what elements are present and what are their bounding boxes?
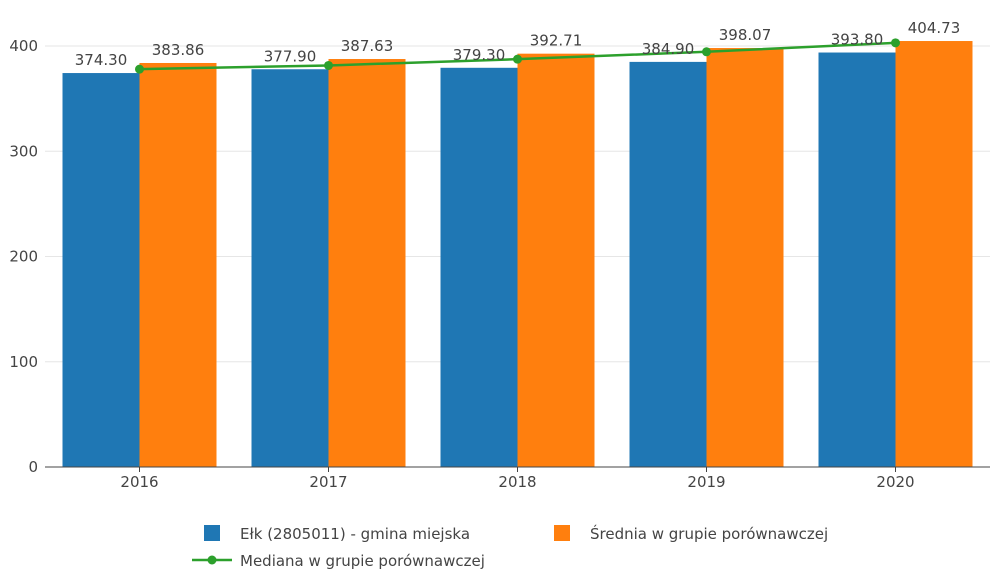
x-tick-label-2018: 2018 xyxy=(498,473,536,491)
legend: Ełk (2805011) - gmina miejska Średnia w g… xyxy=(192,524,828,570)
y-tick-label-400: 400 xyxy=(9,37,38,55)
bars xyxy=(62,41,973,468)
bar-srednia-2016 xyxy=(139,62,217,467)
median-point-2016 xyxy=(135,64,144,74)
median-line xyxy=(135,38,900,74)
bar-elk-2016 xyxy=(62,73,140,467)
data-label-elk-2019: 384.90 xyxy=(642,40,695,58)
y-tick-label-200: 200 xyxy=(9,248,38,266)
bar-srednia-2018 xyxy=(517,53,595,467)
median-point-2017 xyxy=(324,60,333,70)
y-axis: 0 100 200 300 400 xyxy=(9,37,38,476)
x-tick-label-2019: 2019 xyxy=(687,473,725,491)
bar-srednia-2019 xyxy=(706,48,784,468)
x-tick-label-2017: 2017 xyxy=(309,473,347,491)
data-label-srednia-2016: 383.86 xyxy=(152,41,205,59)
data-label-srednia-2019: 398.07 xyxy=(719,26,772,44)
legend-swatch-elk xyxy=(204,525,220,541)
data-label-srednia-2020: 404.73 xyxy=(908,19,961,37)
legend-label-mediana: Mediana w grupie porównawczej xyxy=(240,552,485,570)
x-axis: 2016 2017 2018 2019 2020 xyxy=(120,467,915,491)
data-labels: 374.30 383.86 377.90 387.63 379.30 392.71 384.… xyxy=(75,19,961,69)
x-tick-label-2016: 2016 xyxy=(120,473,158,491)
data-label-elk-2016: 374.30 xyxy=(75,51,128,69)
data-label-elk-2017: 377.90 xyxy=(264,47,317,65)
legend-swatch-srednia xyxy=(554,525,570,541)
bar-elk-2019 xyxy=(629,61,707,467)
bar-srednia-2020 xyxy=(895,41,973,468)
y-tick-label-300: 300 xyxy=(9,142,38,160)
bar-elk-2018 xyxy=(440,67,518,468)
data-label-srednia-2018: 392.71 xyxy=(530,32,583,50)
bar-elk-2017 xyxy=(251,69,329,467)
median-point-2020 xyxy=(891,38,900,48)
data-label-srednia-2017: 387.63 xyxy=(341,37,394,55)
legend-label-srednia: Średnia w grupie porównawczej xyxy=(590,524,828,543)
median-point-2019 xyxy=(702,47,711,57)
y-tick-label-100: 100 xyxy=(9,353,38,371)
data-label-elk-2018: 379.30 xyxy=(453,46,506,64)
data-label-elk-2020: 393.80 xyxy=(831,31,884,49)
median-point-2018 xyxy=(513,54,522,64)
bar-srednia-2017 xyxy=(328,59,406,468)
bar-elk-2020 xyxy=(818,52,896,467)
legend-label-elk: Ełk (2805011) - gmina miejska xyxy=(240,525,470,543)
y-tick-label-0: 0 xyxy=(28,458,38,476)
x-tick-label-2020: 2020 xyxy=(876,473,914,491)
legend-marker-mediana xyxy=(207,555,217,565)
